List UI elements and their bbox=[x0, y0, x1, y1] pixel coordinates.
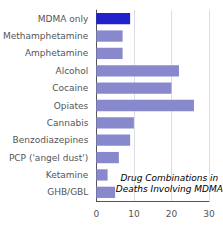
svg-text:20: 20 bbox=[166, 209, 178, 219]
svg-text:Ketamine: Ketamine bbox=[46, 170, 89, 180]
svg-text:0: 0 bbox=[93, 209, 99, 219]
svg-text:MDMA only: MDMA only bbox=[38, 14, 89, 24]
svg-text:Amphetamine: Amphetamine bbox=[25, 48, 89, 58]
svg-text:10: 10 bbox=[128, 209, 140, 219]
svg-text:Methamphetamine: Methamphetamine bbox=[3, 31, 89, 41]
svg-text:30: 30 bbox=[203, 209, 215, 219]
svg-text:Cocaine: Cocaine bbox=[52, 83, 88, 93]
svg-text:GHB/GBL: GHB/GBL bbox=[47, 187, 88, 197]
svg-text:PCP ('angel dust'): PCP ('angel dust') bbox=[9, 153, 88, 163]
svg-text:Deaths Involving MDMA: Deaths Involving MDMA bbox=[116, 184, 223, 194]
svg-text:Alcohol: Alcohol bbox=[55, 66, 88, 76]
svg-text:Drug Combinations in: Drug Combinations in bbox=[120, 173, 218, 183]
svg-text:Benzodiazepines: Benzodiazepines bbox=[13, 135, 89, 145]
svg-text:Opiates: Opiates bbox=[54, 101, 89, 111]
svg-text:Cannabis: Cannabis bbox=[47, 118, 89, 128]
